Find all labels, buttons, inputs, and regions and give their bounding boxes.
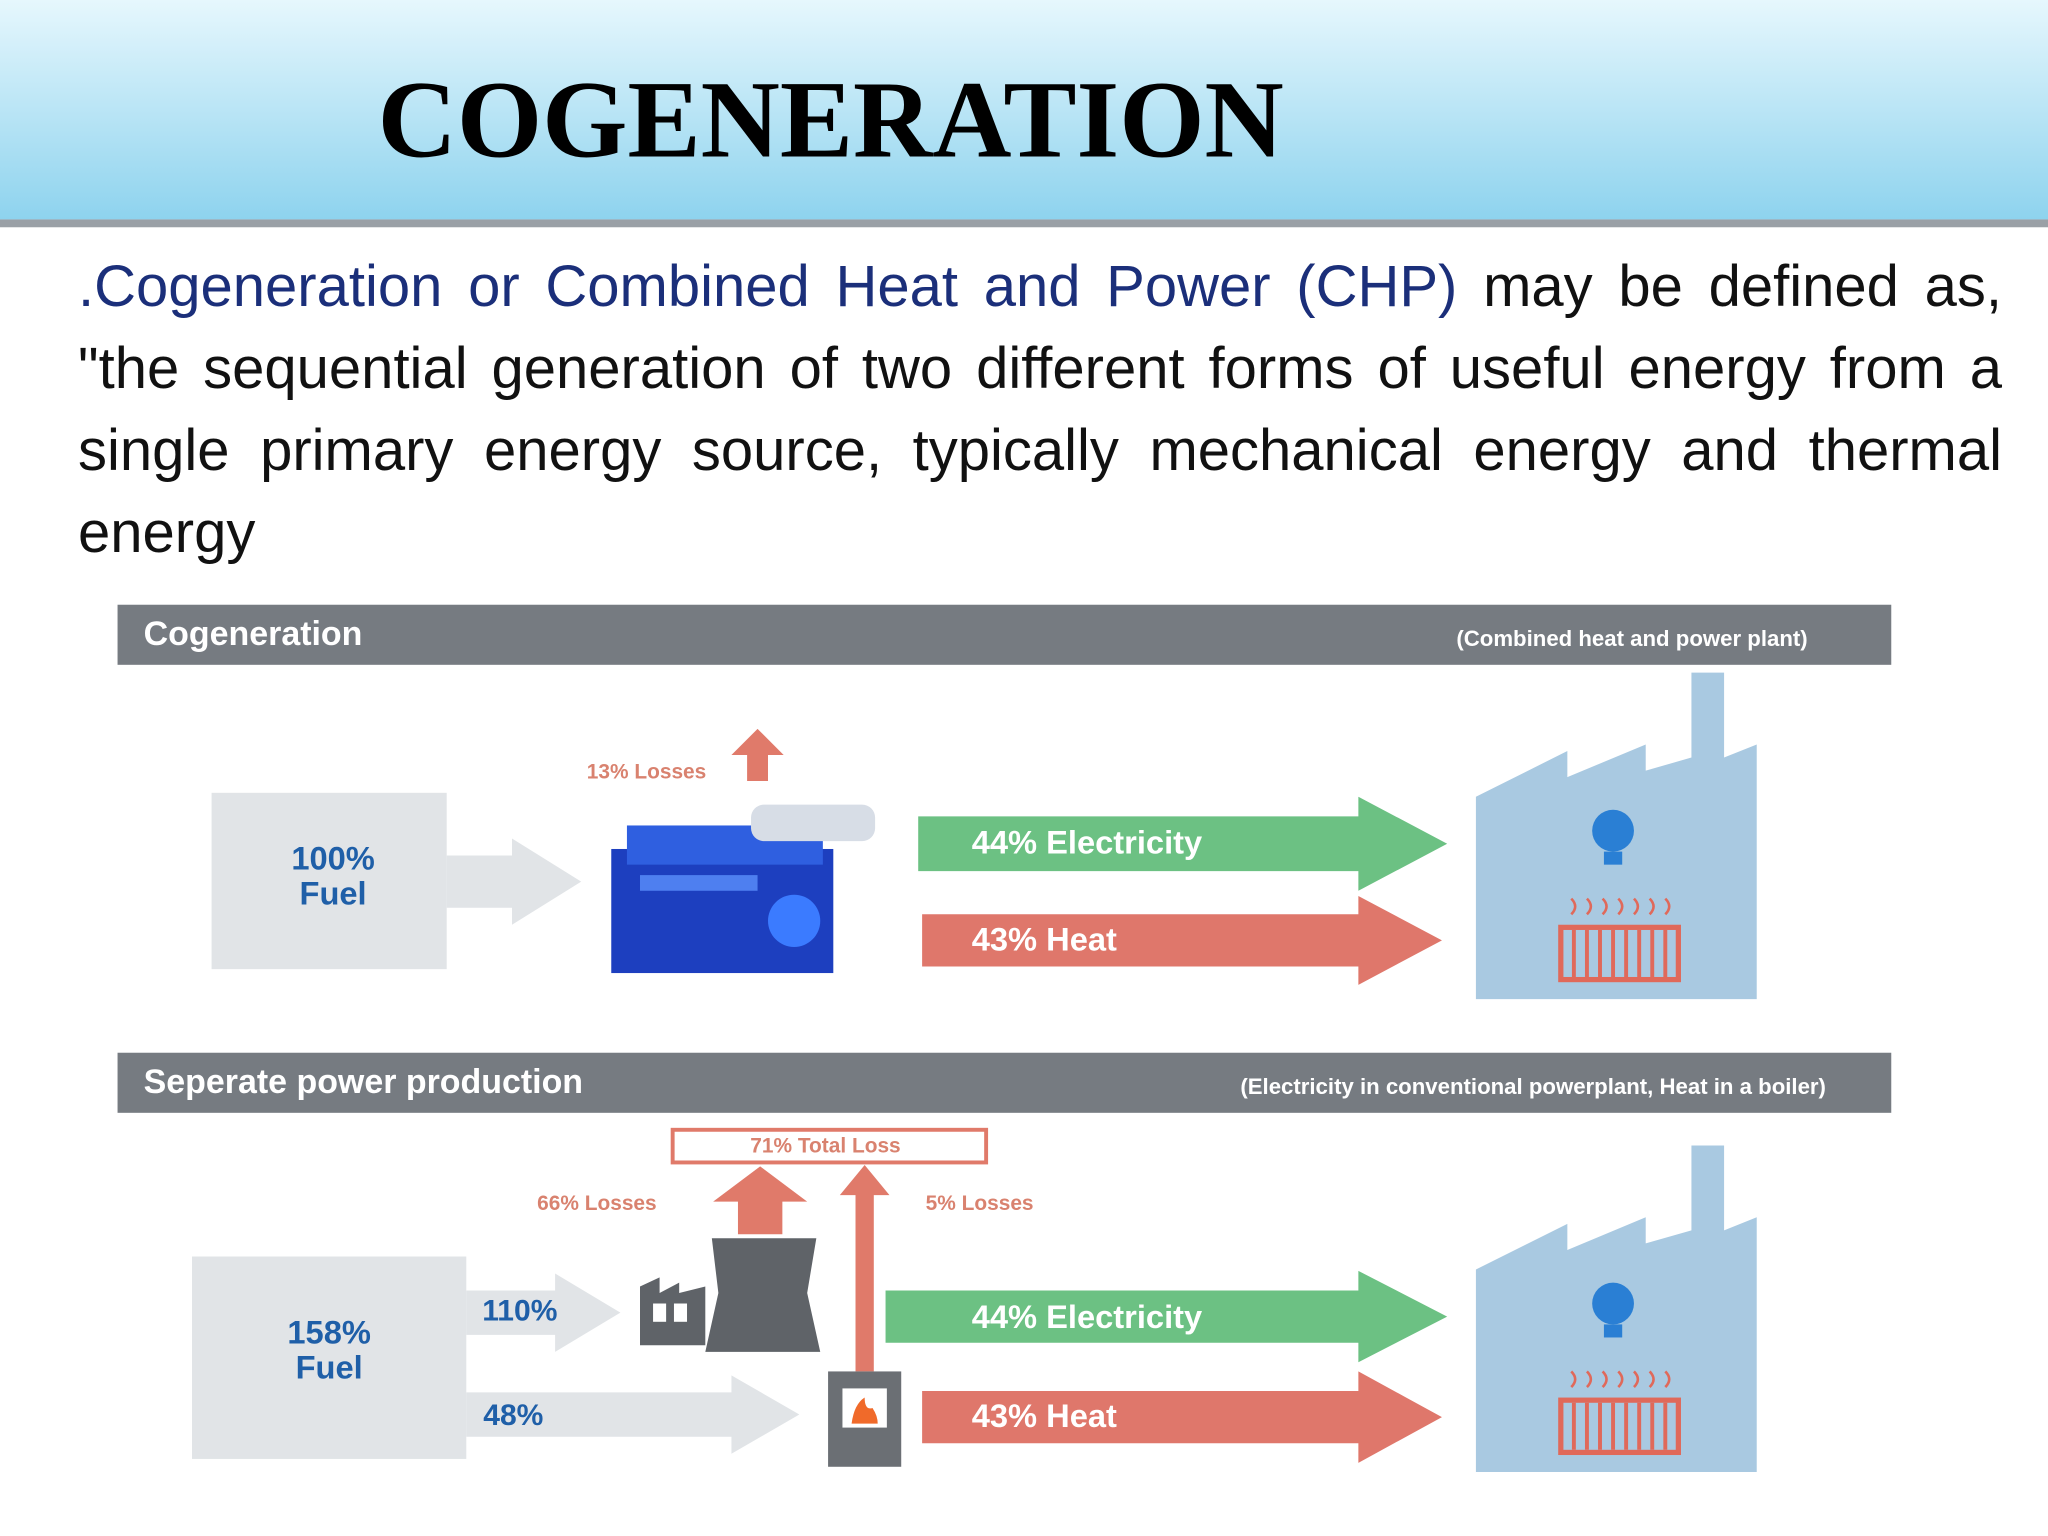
header-shadow [0,219,2048,228]
fuel-arrow [466,1375,800,1454]
total-loss-box [670,1127,989,1165]
panel-note: (Electricity in conventional powerplant,… [1240,1074,1826,1099]
fuel-arrow [446,838,582,925]
slide-title: COGENERATION [378,59,1284,181]
panel-heading: Seperate power production [144,1063,583,1101]
engine-icon [611,804,876,974]
loss-arrow [731,728,784,782]
header-band [0,0,2048,220]
fuel-percent: 158% [287,1313,370,1350]
electricity-arrow [918,796,1448,891]
losses-label: 5% Losses [926,1192,1034,1215]
losses-label: 66% Losses [537,1192,657,1215]
heat-label: 43% Heat [972,920,1117,957]
input-label: 48% [483,1399,543,1432]
heat-arrow [922,896,1442,985]
panel-note: (Combined heat and power plant) [1456,626,1807,651]
fuel-arrow [466,1273,621,1352]
fuel-box [192,1256,467,1459]
electricity-arrow [885,1270,1448,1363]
losses-label: 13% Losses [587,761,707,784]
input-label: 110% [482,1295,557,1328]
factory-icon [1476,1145,1757,1472]
loss-arrow [839,1165,890,1372]
fuel-percent: 100% [291,839,374,876]
body-text: may be defined as, "the sequential gener… [78,254,2002,565]
boiler-icon [828,1371,902,1467]
panel-heading: Cogeneration [144,615,363,653]
panel-heading-bar [117,604,1892,665]
definition-paragraph: .Cogeneration or Combined Heat and Power… [78,246,2002,574]
fuel-label: Fuel [300,875,367,912]
total-loss-label: 71% Total Loss [750,1134,900,1157]
highlight-text: .Cogeneration or Combined Heat and Power… [78,254,1458,319]
loss-arrow [713,1166,808,1235]
factory-icon [1475,672,1757,1000]
panel-heading-bar [117,1052,1892,1113]
heat-label: 43% Heat [972,1397,1117,1434]
electricity-label: 44% Electricity [972,1298,1202,1335]
fuel-label: Fuel [296,1349,363,1386]
heat-arrow [922,1371,1442,1463]
power-plant-icon [640,1238,821,1352]
electricity-label: 44% Electricity [972,824,1202,861]
fuel-box [211,792,447,970]
